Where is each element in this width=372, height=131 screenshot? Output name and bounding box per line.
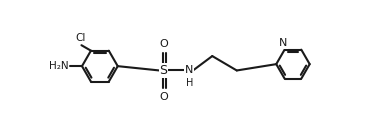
Text: S: S — [159, 64, 167, 77]
Text: N: N — [279, 38, 288, 48]
Text: Cl: Cl — [75, 34, 86, 43]
Text: O: O — [159, 92, 168, 102]
Text: N: N — [185, 66, 193, 75]
Text: H₂N: H₂N — [49, 61, 69, 71]
Text: O: O — [159, 39, 168, 49]
Text: H: H — [186, 78, 193, 88]
